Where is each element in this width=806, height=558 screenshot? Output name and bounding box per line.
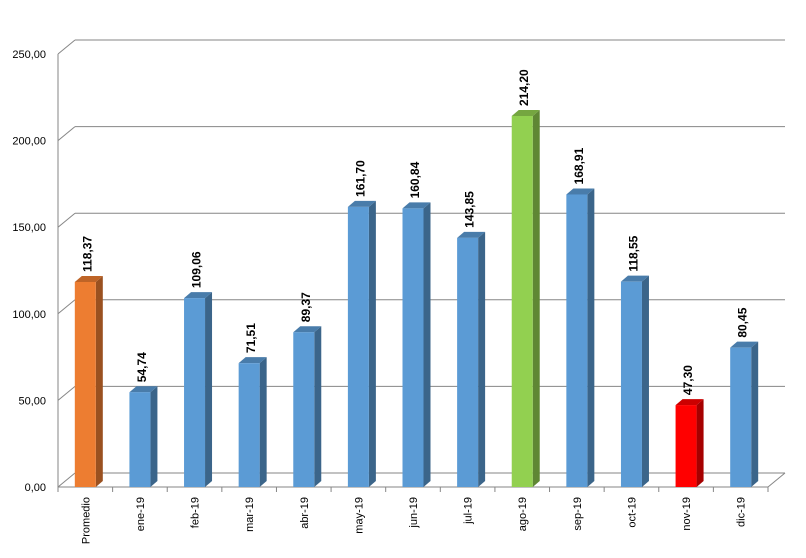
bar-side xyxy=(368,200,376,487)
bar-side xyxy=(696,399,704,487)
value-label: 80,45 xyxy=(736,307,750,337)
bar-side xyxy=(314,326,322,487)
bar xyxy=(620,281,642,487)
bar-top xyxy=(238,357,267,364)
x-tick-label: jul-19 xyxy=(463,497,475,525)
bar xyxy=(238,363,260,487)
bar-side xyxy=(259,357,267,487)
value-label: 118,55 xyxy=(626,235,640,271)
grid-line-side xyxy=(57,212,76,228)
x-tick-label: Promedio xyxy=(80,497,92,544)
bar-top xyxy=(74,275,103,282)
x-tick-label: sep-19 xyxy=(572,497,584,531)
bar xyxy=(293,332,315,487)
grid-line-side xyxy=(57,386,76,401)
value-label: 71,51 xyxy=(244,323,258,353)
bar-top xyxy=(620,275,649,282)
bar-side xyxy=(751,341,759,487)
grid-line-side xyxy=(57,472,76,488)
value-label: 47,30 xyxy=(681,365,695,395)
x-tick-label: nov-19 xyxy=(681,497,693,531)
bar-top xyxy=(293,326,322,333)
bar xyxy=(402,208,424,488)
value-label: 109,06 xyxy=(190,251,204,288)
bar-top xyxy=(511,110,540,117)
y-tick-label: 150,00 xyxy=(12,222,46,234)
y-tick-label: 50,00 xyxy=(18,395,46,407)
value-label: 168,91 xyxy=(572,147,586,184)
bar xyxy=(74,281,96,487)
grid-line-side xyxy=(57,299,76,315)
value-label: 143,85 xyxy=(463,191,477,228)
y-tick-label: 0,00 xyxy=(25,482,46,494)
bar-top xyxy=(457,231,486,238)
bar xyxy=(675,405,697,487)
bar-top xyxy=(566,188,595,195)
y-tick-label: 100,00 xyxy=(12,309,46,321)
x-tick-label: dic-19 xyxy=(736,497,748,527)
grid-line-side xyxy=(57,39,76,55)
bar-side xyxy=(641,275,649,487)
bar-top xyxy=(129,386,158,393)
bar-side xyxy=(205,292,213,487)
bar-top xyxy=(347,200,376,207)
bar-top xyxy=(730,341,759,348)
bar-side xyxy=(95,275,103,487)
bar xyxy=(347,206,369,487)
x-tick-label: mar-19 xyxy=(244,497,256,532)
bar xyxy=(730,347,752,487)
value-label: 54,74 xyxy=(135,352,149,382)
bar-side xyxy=(478,231,486,487)
bar-side xyxy=(587,188,595,487)
bar-top xyxy=(184,292,213,299)
x-tick-label: ene-19 xyxy=(135,497,147,531)
bar xyxy=(511,116,533,487)
y-tick-label: 200,00 xyxy=(12,136,46,148)
bar-side xyxy=(423,202,431,488)
value-label: 214,20 xyxy=(517,69,531,106)
bar xyxy=(566,194,588,487)
bar-top xyxy=(402,202,431,209)
bar xyxy=(457,237,479,487)
value-label: 160,84 xyxy=(408,161,422,198)
x-tick-label: oct-19 xyxy=(626,497,638,528)
value-label: 89,37 xyxy=(299,292,313,322)
bar-side xyxy=(150,386,158,487)
bar-top xyxy=(675,399,704,406)
value-label: 118,37 xyxy=(80,236,94,272)
x-tick-label: abr-19 xyxy=(299,497,311,529)
x-tick-label: feb-19 xyxy=(190,497,202,528)
bar xyxy=(129,392,151,487)
value-label: 161,70 xyxy=(353,160,367,197)
grid-line-side xyxy=(57,126,76,141)
x-tick-label: ago-19 xyxy=(517,497,529,531)
floor-edge xyxy=(767,472,786,488)
bar xyxy=(184,298,206,487)
x-tick-label: may-19 xyxy=(353,497,365,534)
bar-side xyxy=(532,110,540,487)
y-tick-label: 250,00 xyxy=(12,49,46,61)
x-tick-label: jun-19 xyxy=(408,497,420,529)
